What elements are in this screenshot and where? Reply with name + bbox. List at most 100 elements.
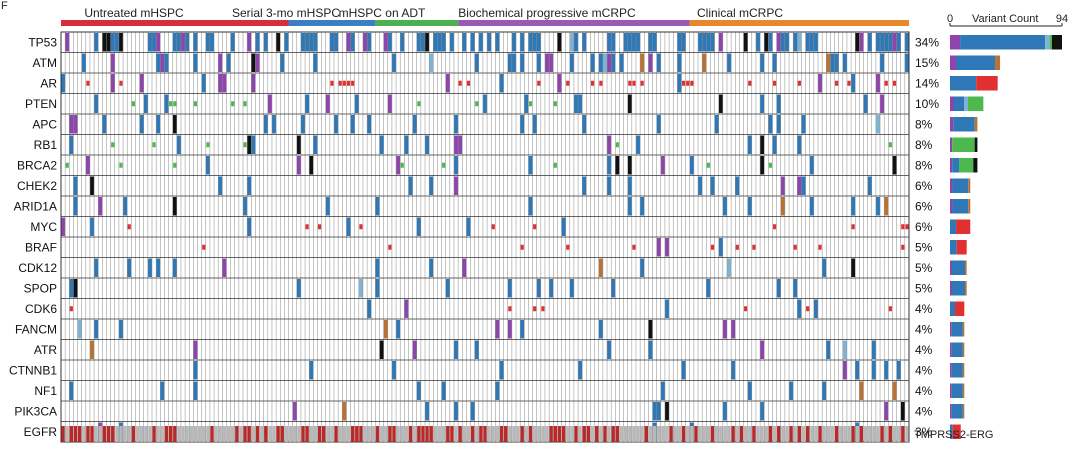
count-bar-segment <box>950 117 954 132</box>
variant-cell <box>350 115 355 134</box>
variant-cell <box>354 94 359 113</box>
fusion-cell <box>235 426 239 442</box>
fusion-cell <box>636 426 640 442</box>
frequency-label: 10% <box>915 97 939 111</box>
variant-cell <box>528 33 533 52</box>
fusion-cell <box>566 426 570 442</box>
fusion-cell <box>785 426 789 442</box>
variant-cell <box>520 320 525 339</box>
fusion-cell <box>532 426 537 442</box>
variant-cell <box>478 33 483 52</box>
variant-cell <box>508 306 512 312</box>
count-bar-segment <box>976 76 998 91</box>
fusion-cell <box>640 426 644 442</box>
fusion-cell <box>810 426 814 442</box>
fusion-cell <box>185 426 189 442</box>
fusion-cell <box>859 426 864 442</box>
count-bar-segment <box>950 178 953 193</box>
variant-cell <box>760 94 765 113</box>
variant-cell <box>309 156 314 175</box>
variant-cell <box>702 53 707 72</box>
variant-cell <box>611 279 616 298</box>
variant-cell <box>631 33 636 52</box>
fusion-cell <box>367 426 371 442</box>
gene-label: BRCA2 <box>17 158 57 172</box>
variant-cell <box>776 279 781 298</box>
variant-cell <box>425 33 430 52</box>
variant-cell <box>842 340 847 359</box>
variant-cell <box>747 381 752 400</box>
cohort-bar <box>458 20 690 26</box>
variant-cell <box>714 115 719 134</box>
variant-cell <box>722 402 727 421</box>
variant-cell <box>884 80 888 86</box>
variant-cell <box>656 238 661 257</box>
variant-cell <box>106 33 111 52</box>
fusion-cell <box>115 426 119 442</box>
fusion-cell <box>537 426 541 442</box>
fusion-cell <box>164 426 169 442</box>
count-bar-segment <box>968 178 971 193</box>
fusion-cell <box>880 426 884 442</box>
fusion-cell <box>359 426 363 442</box>
count-bar-segment <box>995 55 1001 70</box>
variant-cell <box>748 80 752 86</box>
count-bar-segment <box>1049 35 1052 50</box>
fusion-cell <box>330 426 334 442</box>
variant-cell <box>127 258 132 277</box>
variant-cell <box>809 33 814 52</box>
variant-cell <box>826 53 831 72</box>
variant-cell <box>205 33 210 52</box>
variant-cell <box>656 53 661 72</box>
frequency-label: 5% <box>915 240 933 254</box>
variant-cell <box>511 53 517 72</box>
variant-cell <box>445 279 450 298</box>
fusion-cell <box>760 426 764 442</box>
variant-cell <box>892 33 897 52</box>
variant-cell <box>300 115 306 134</box>
count-bar-segment <box>959 158 974 173</box>
variant-cell <box>86 80 90 86</box>
variant-cell <box>549 279 554 298</box>
fusion-cell <box>797 426 802 442</box>
variant-cell <box>817 74 823 93</box>
variant-cell <box>441 381 446 400</box>
variant-cell <box>114 33 119 52</box>
frequency-label: 4% <box>915 343 933 357</box>
variant-cell <box>271 115 277 134</box>
gene-label: EGFR <box>24 425 58 439</box>
variant-cell <box>818 244 822 250</box>
fusion-cell <box>276 426 280 442</box>
fusion-cell <box>619 426 624 442</box>
variant-cell <box>797 135 802 154</box>
variant-cell <box>131 101 135 107</box>
variant-cell <box>102 115 107 134</box>
variant-cell <box>491 224 495 230</box>
variant-cell <box>387 94 392 113</box>
variant-cell <box>640 80 644 86</box>
fusion-cell <box>322 426 326 442</box>
variant-cell <box>735 244 739 250</box>
variant-cell <box>404 135 409 154</box>
count-bar-segment <box>952 158 960 173</box>
fusion-cell <box>851 426 855 442</box>
variant-cell <box>417 101 421 107</box>
variant-cell <box>209 33 215 52</box>
variant-cell <box>871 361 876 380</box>
variant-cell <box>541 306 545 312</box>
variant-cell <box>793 244 797 250</box>
variant-cell <box>495 320 500 339</box>
variant-cell <box>544 53 550 72</box>
variant-cell <box>173 101 177 107</box>
fusion-cell <box>214 426 218 442</box>
variant-cell <box>752 244 756 250</box>
fusion-cell <box>748 426 752 442</box>
fusion-cell <box>127 426 131 442</box>
variant-cell <box>718 238 723 257</box>
count-bar-segment <box>950 322 952 337</box>
fusion-cell <box>334 426 338 442</box>
variant-cell <box>520 33 525 52</box>
variant-cell <box>627 156 632 175</box>
variant-cell <box>267 94 272 113</box>
count-bar-segment <box>964 96 969 111</box>
